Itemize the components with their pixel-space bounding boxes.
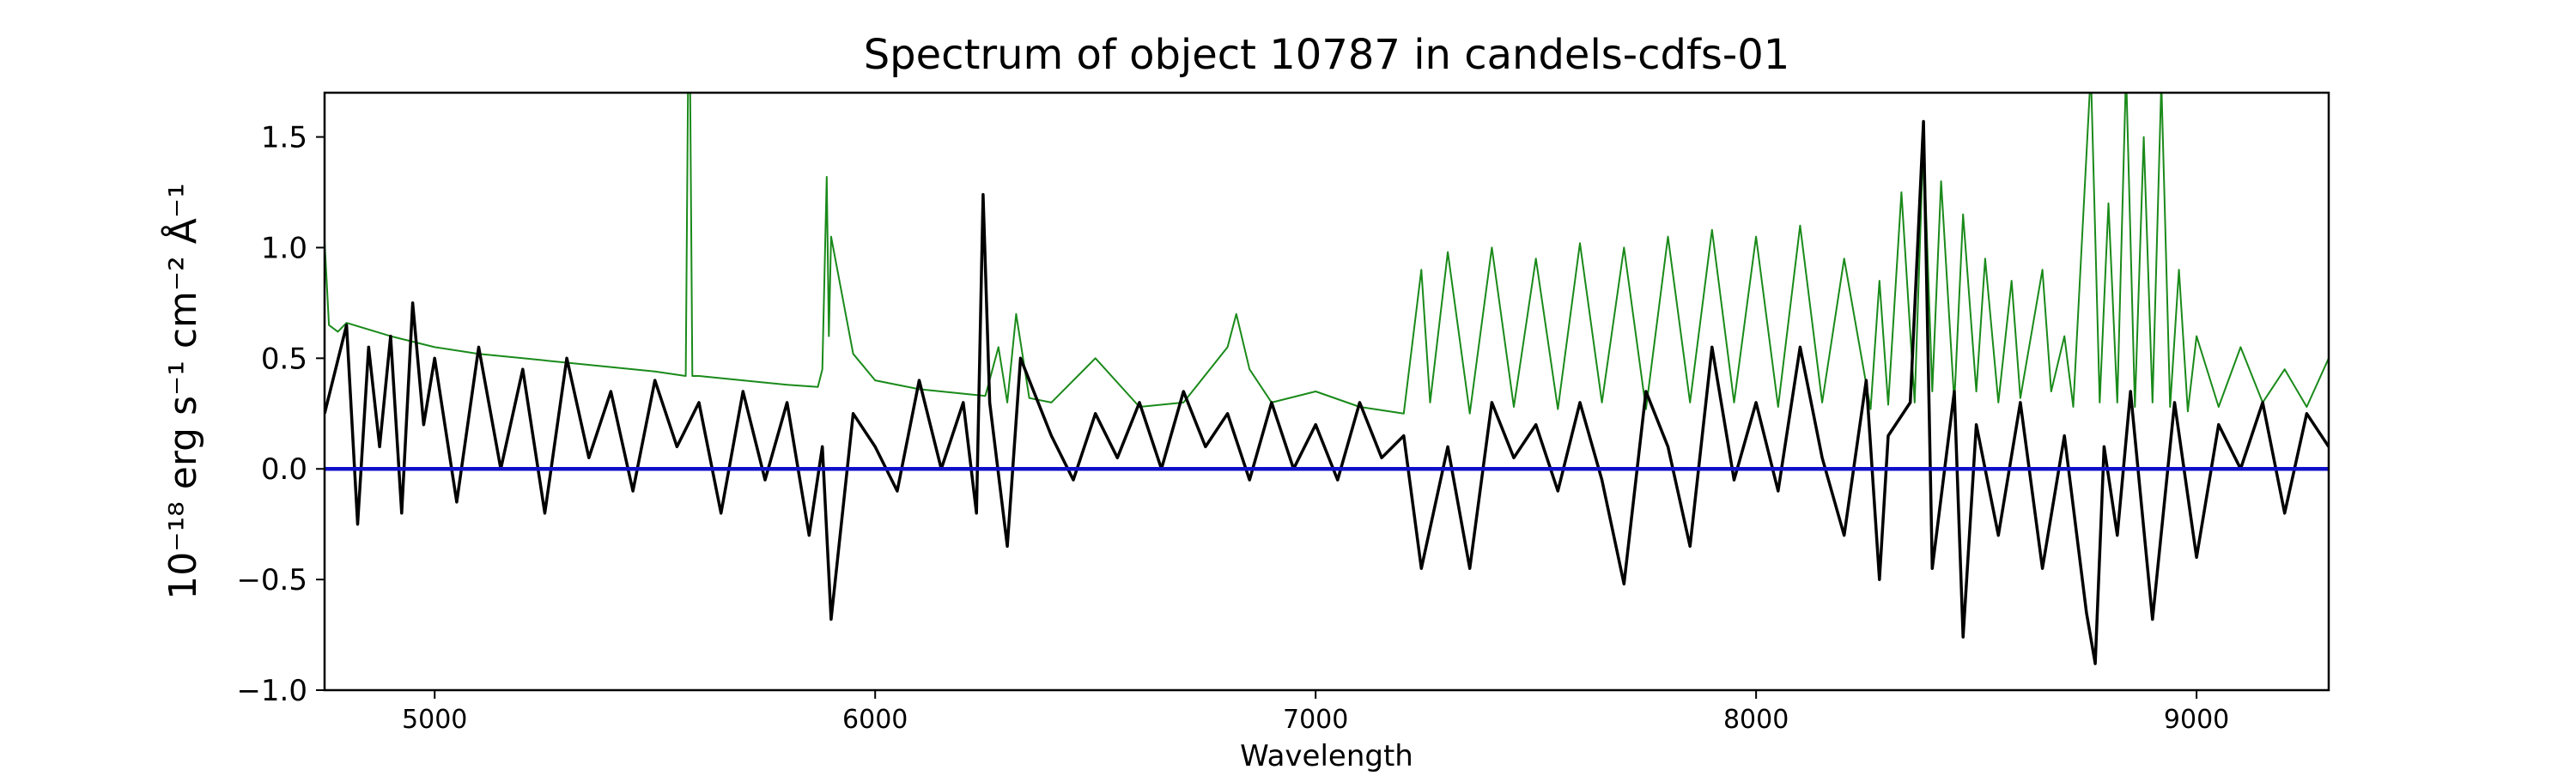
series-error-line — [325, 93, 2329, 415]
chart-title: Spectrum of object 10787 in candels-cdfs… — [864, 31, 1790, 79]
x-tick-label: 7000 — [1283, 705, 1348, 735]
y-tick-label: 1.0 — [261, 231, 307, 265]
y-axis-label: 10⁻¹⁸ erg s⁻¹ cm⁻² Å⁻¹ — [160, 183, 205, 599]
y-axis-ticks: −1.0 −0.5 0.0 0.5 1.0 1.5 — [236, 121, 325, 708]
x-tick-label: 9000 — [2164, 705, 2229, 735]
x-axis-ticks: 5000 6000 7000 8000 9000 — [402, 690, 2229, 735]
series-flux-line — [325, 119, 2329, 665]
y-tick-label: 0.5 — [261, 342, 307, 376]
y-tick-label: 1.5 — [261, 121, 307, 155]
x-tick-label: 6000 — [842, 705, 908, 735]
y-tick-label: 0.0 — [261, 452, 307, 487]
plot-frame — [323, 91, 2330, 692]
x-axis-label: Wavelength — [1240, 739, 1413, 773]
x-tick-label: 8000 — [1723, 705, 1789, 735]
x-tick-label: 5000 — [402, 705, 467, 735]
plot-lines — [325, 93, 2329, 665]
y-tick-label: −1.0 — [236, 674, 307, 708]
y-tick-label: −0.5 — [236, 563, 307, 597]
